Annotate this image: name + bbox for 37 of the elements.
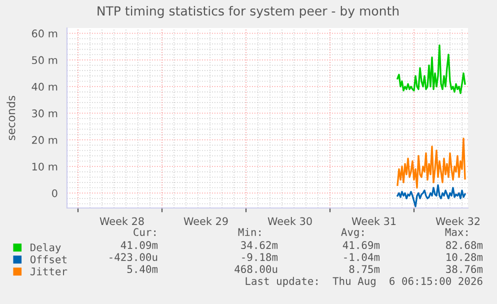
legend-label: Offset xyxy=(30,255,66,264)
y-tick-label: 40 m xyxy=(32,82,58,91)
legend-label: Delay xyxy=(30,243,61,254)
text: 38.76m xyxy=(446,265,483,274)
y-tick-label: 50 m xyxy=(32,56,58,64)
x-tick-label: Week 29 xyxy=(184,217,228,226)
text: 41.69m xyxy=(342,241,380,250)
text: 5.40m xyxy=(127,265,158,274)
x-tick-label: Week 28 xyxy=(100,217,144,226)
text: 468.00u xyxy=(234,265,278,274)
text: Avg: xyxy=(341,228,364,238)
x-tick-label: Week 32 xyxy=(436,217,480,226)
line-series xyxy=(396,44,466,94)
text: 41.09m xyxy=(120,241,158,250)
text: -9.18m xyxy=(242,253,278,262)
y-tick-label: 10 m xyxy=(32,162,58,171)
text: Last update: Thu Aug 6 06:15:00 2026 xyxy=(246,276,482,288)
legend-label: Jitter xyxy=(30,267,68,276)
text: -423.00u xyxy=(110,253,158,262)
chart-title: NTP timing statistics for system peer - by month xyxy=(98,6,399,18)
x-tick-label: Week 30 xyxy=(268,217,312,226)
text: 82.68m xyxy=(446,241,483,250)
x-tick-label: Week 31 xyxy=(352,217,396,226)
y-tick-label: 30 m xyxy=(32,109,58,118)
text: 34.62m xyxy=(241,241,278,250)
text: 10.28m xyxy=(446,253,483,262)
text: -1.04m xyxy=(344,253,380,262)
text: Cur: xyxy=(134,228,156,236)
line-series xyxy=(396,138,466,189)
line-series xyxy=(396,184,466,208)
text: 8.75m xyxy=(349,265,380,274)
y-tick-label: 20 m xyxy=(32,136,58,144)
text: Max: xyxy=(445,228,468,236)
y-tick-label: 60 m xyxy=(32,30,58,38)
y-tick-label: 0 xyxy=(52,189,58,198)
y-axis-title: seconds xyxy=(6,96,16,140)
text: Min: xyxy=(238,228,260,236)
